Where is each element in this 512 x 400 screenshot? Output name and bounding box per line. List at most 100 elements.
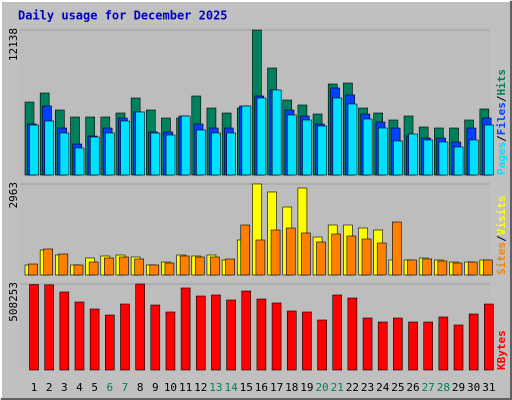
bar <box>468 313 479 371</box>
x-tick-label: 26 <box>406 381 419 394</box>
legend-separator: / <box>495 135 508 142</box>
x-tick-label: 16 <box>255 381 268 394</box>
bar <box>422 258 432 276</box>
legend-entry: Hits <box>495 69 508 96</box>
bar <box>453 146 464 176</box>
legend-entry: Pages <box>495 142 508 175</box>
bar <box>164 262 175 276</box>
bar <box>287 114 297 176</box>
legend-separator: / <box>495 235 508 242</box>
legend-entry: Sites <box>495 242 508 275</box>
bar <box>180 115 191 176</box>
bar <box>302 311 312 371</box>
bar <box>150 132 161 176</box>
bar <box>378 127 388 176</box>
x-tick-label: 12 <box>194 381 207 394</box>
x-tick-label: 2 <box>46 381 53 394</box>
bar <box>408 133 418 176</box>
x-tick-label: 3 <box>61 381 68 394</box>
y-tick-label: 12138 <box>7 28 20 61</box>
bar <box>332 294 343 371</box>
bar <box>240 224 251 276</box>
bar <box>438 316 449 371</box>
y-tick-label: 2963 <box>7 182 20 209</box>
bar <box>211 132 221 176</box>
bar <box>331 233 342 276</box>
x-tick-label: 29 <box>452 381 465 394</box>
bar <box>361 238 372 276</box>
bar <box>285 227 296 276</box>
bar <box>437 260 448 276</box>
bar <box>196 129 206 176</box>
x-tick-label: 25 <box>391 381 404 394</box>
bar <box>29 284 39 371</box>
x-tick-label: 30 <box>467 381 480 394</box>
bar <box>256 97 267 176</box>
bar <box>317 319 327 371</box>
bar <box>317 125 327 176</box>
bar <box>301 232 311 276</box>
x-tick-label: 9 <box>152 381 159 394</box>
y-tick-label: 508253 <box>7 282 20 322</box>
bar <box>105 314 115 371</box>
bar <box>210 256 220 276</box>
bar <box>302 119 312 176</box>
bar <box>393 317 403 371</box>
legend-entry: Files <box>495 102 508 135</box>
legend: Sites/Visits <box>495 196 508 276</box>
legend: KBytes <box>495 330 508 370</box>
bar <box>271 89 282 176</box>
bar <box>346 235 357 276</box>
bar <box>316 241 326 276</box>
bar <box>44 120 55 176</box>
bar <box>255 239 266 276</box>
x-tick-label: 13 <box>209 381 222 394</box>
bar <box>89 308 100 371</box>
bar <box>407 259 417 276</box>
x-tick-label: 11 <box>179 381 192 394</box>
bar <box>59 291 70 371</box>
bar <box>483 259 493 276</box>
bar <box>195 295 206 371</box>
bar <box>89 136 100 176</box>
bar <box>347 297 358 371</box>
bar <box>105 132 115 176</box>
bar <box>211 294 221 371</box>
bar <box>468 139 479 176</box>
bar <box>362 317 373 371</box>
bar <box>392 221 402 276</box>
bar <box>29 124 39 176</box>
x-tick-label: 20 <box>315 381 328 394</box>
bar <box>43 248 53 276</box>
bar <box>119 256 129 276</box>
chart-title: Daily usage for December 2025 <box>18 9 228 23</box>
bar <box>241 290 252 371</box>
bar <box>149 264 160 276</box>
bar <box>453 324 464 371</box>
bar <box>270 229 281 276</box>
x-tick-label: 17 <box>270 381 283 394</box>
x-tick-label: 6 <box>106 381 113 394</box>
bar <box>88 261 99 276</box>
legend: Pages/Files/Hits <box>495 69 508 175</box>
x-tick-label: 23 <box>361 381 374 394</box>
x-tick-label: 28 <box>437 381 450 394</box>
x-tick-label: 10 <box>164 381 177 394</box>
x-tick-label: 5 <box>91 381 98 394</box>
bar <box>452 262 463 276</box>
bar <box>120 303 130 371</box>
legend-entry: Visits <box>495 196 508 236</box>
x-tick-label: 24 <box>376 381 390 394</box>
bar <box>59 132 70 176</box>
bar <box>180 287 191 371</box>
x-tick-label: 27 <box>422 381 435 394</box>
x-tick-label: 22 <box>346 381 359 394</box>
bar <box>286 310 297 371</box>
bar <box>135 111 146 176</box>
x-tick-label: 4 <box>76 381 83 394</box>
x-tick-label: 19 <box>300 381 313 394</box>
bar <box>484 303 494 371</box>
bar <box>362 118 373 176</box>
